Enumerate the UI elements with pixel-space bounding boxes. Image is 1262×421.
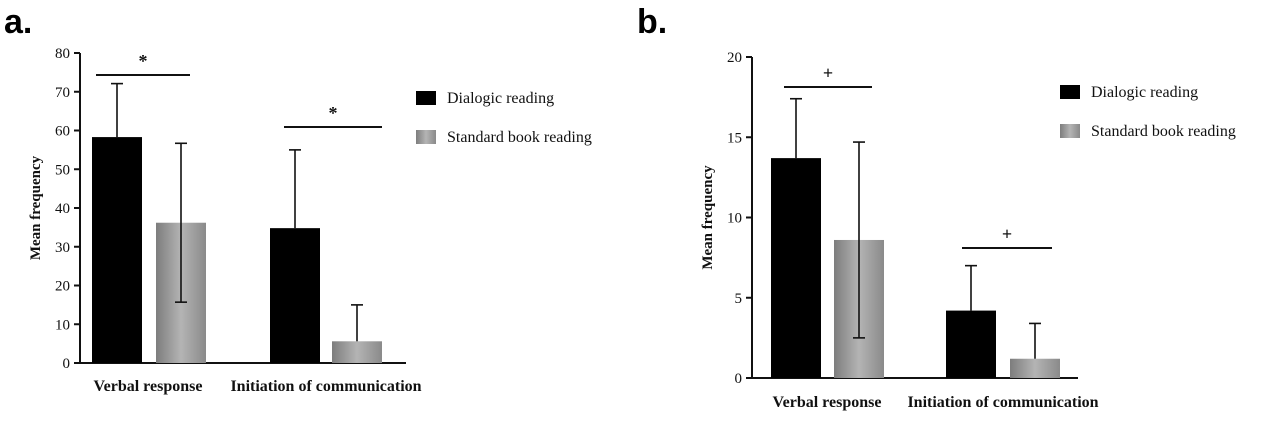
y-tick-label: 30 — [55, 240, 70, 256]
significance-marker: * — [139, 51, 148, 71]
x-category-label: Initiation of communication — [907, 394, 1098, 411]
y-tick-label: 0 — [735, 371, 743, 387]
legend-swatch — [1060, 124, 1080, 138]
x-category-label: Initiation of communication — [230, 378, 421, 395]
legend-label: Standard book reading — [447, 129, 592, 146]
legend-label: Dialogic reading — [447, 90, 554, 107]
y-tick-label: 0 — [63, 356, 71, 372]
y-tick-label: 20 — [55, 279, 70, 295]
bar — [92, 137, 142, 363]
legend-label: Standard book reading — [1091, 123, 1236, 140]
panel-label: a. — [4, 3, 32, 41]
y-tick-label: 40 — [55, 201, 70, 217]
y-tick-label: 5 — [735, 291, 743, 307]
y-tick-label: 50 — [55, 162, 70, 178]
y-axis-label: Mean frequency — [700, 165, 716, 270]
bar — [946, 310, 996, 378]
y-tick-label: 20 — [727, 50, 742, 66]
x-category-label: Verbal response — [773, 394, 882, 411]
panel-label: b. — [637, 3, 667, 41]
bar — [771, 158, 821, 378]
y-tick-label: 15 — [727, 130, 742, 146]
bar — [1010, 358, 1060, 378]
significance-marker: + — [1002, 224, 1012, 244]
legend-swatch — [416, 91, 436, 105]
x-category-label: Verbal response — [94, 378, 203, 395]
bar — [332, 341, 382, 363]
y-tick-label: 70 — [55, 85, 70, 101]
chart-panel-b: b. 0 5 10 15 20 Mean frequency Verbal response I… — [637, 3, 1236, 411]
significance-marker: + — [823, 63, 833, 83]
chart-panel-a: a. 0 10 20 30 40 50 60 70 80 Mean frequency Verbal … — [4, 3, 592, 395]
y-tick-label: 10 — [55, 317, 70, 333]
legend-swatch — [416, 130, 436, 144]
legend-label: Dialogic reading — [1091, 84, 1198, 101]
bar — [270, 228, 320, 363]
legend-swatch — [1060, 85, 1080, 99]
y-axis-label: Mean frequency — [28, 155, 44, 260]
y-tick-label: 60 — [55, 124, 70, 140]
y-tick-label: 10 — [727, 211, 742, 227]
y-tick-label: 80 — [55, 46, 70, 62]
significance-marker: * — [329, 103, 338, 123]
